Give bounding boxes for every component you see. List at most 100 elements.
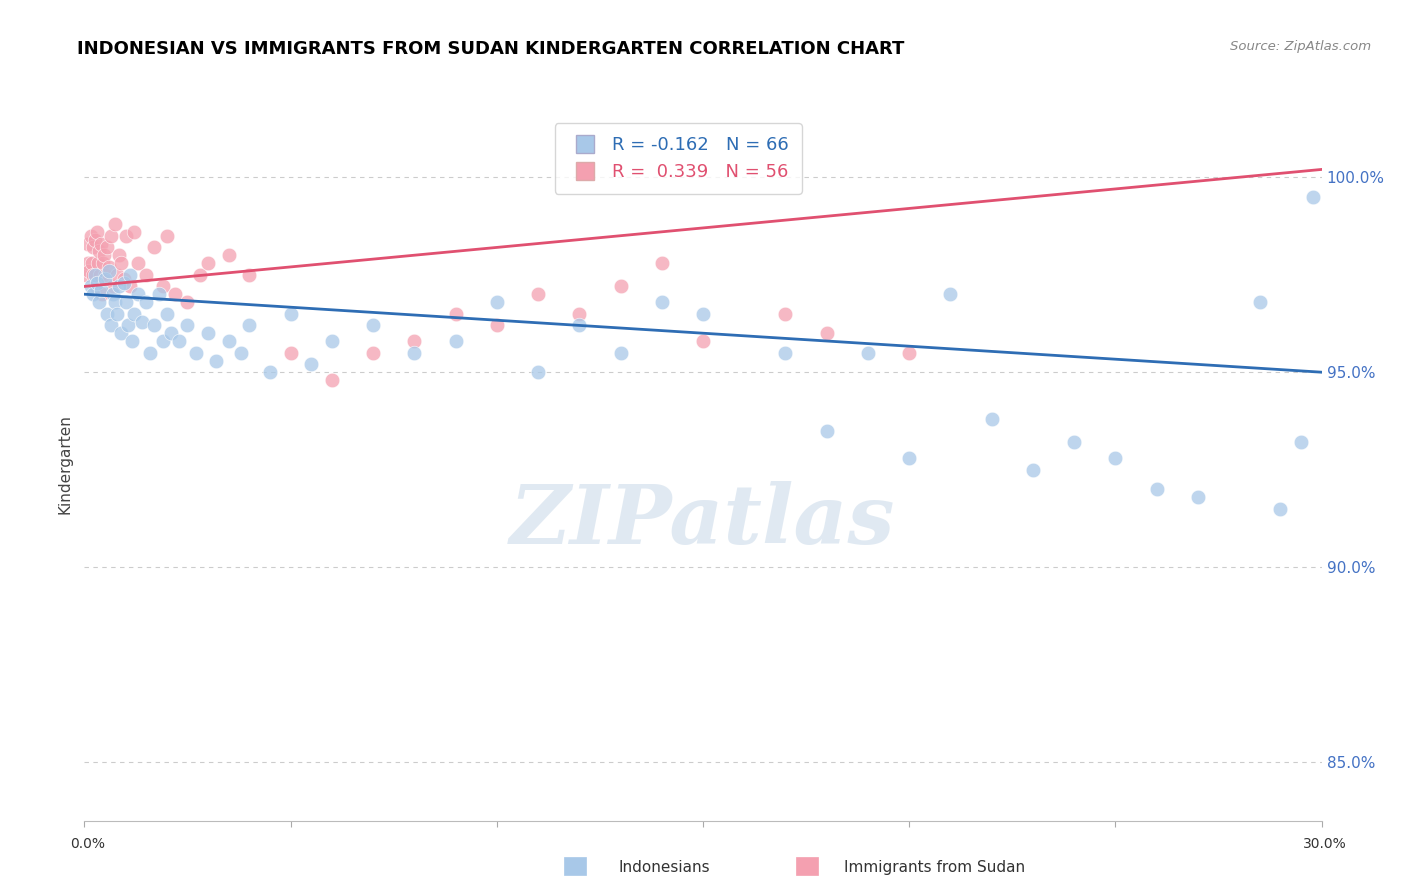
- Point: [205, 353, 228, 368]
- Point: [90, 236, 112, 251]
- Point: [156, 307, 179, 321]
- Point: [91, 287, 114, 301]
- Point: [103, 287, 125, 301]
- Point: [1249, 295, 1271, 310]
- Point: [76, 256, 98, 270]
- Point: [118, 268, 141, 282]
- Point: [148, 287, 170, 301]
- Point: [94, 268, 117, 282]
- Point: [84, 279, 107, 293]
- Point: [86, 256, 108, 270]
- Point: [280, 307, 302, 321]
- Point: [1146, 482, 1168, 496]
- Point: [1063, 435, 1085, 450]
- Point: [165, 287, 187, 301]
- Point: [98, 260, 121, 274]
- Text: Indonesians: Indonesians: [619, 860, 710, 874]
- Point: [104, 295, 127, 310]
- Legend: R = -0.162   N = 66, R =  0.339   N = 56: R = -0.162 N = 66, R = 0.339 N = 56: [555, 123, 801, 194]
- Point: [527, 287, 550, 301]
- Point: [176, 318, 198, 333]
- Point: [80, 256, 103, 270]
- Point: [898, 450, 921, 465]
- Point: [75, 268, 97, 282]
- Point: [167, 334, 190, 348]
- Point: [404, 345, 426, 359]
- Point: [91, 256, 114, 270]
- Point: [184, 345, 207, 359]
- Point: [568, 307, 591, 321]
- Point: [86, 225, 108, 239]
- Point: [83, 233, 105, 247]
- Point: [218, 248, 240, 262]
- Point: [815, 326, 838, 341]
- Point: [609, 345, 631, 359]
- Point: [79, 264, 101, 278]
- Point: [118, 279, 141, 293]
- Point: [105, 307, 128, 321]
- Point: [444, 334, 467, 348]
- Text: Immigrants from Sudan: Immigrants from Sudan: [844, 860, 1025, 874]
- Point: [82, 268, 104, 282]
- Text: ZIPatlas: ZIPatlas: [510, 481, 896, 561]
- Point: [100, 318, 122, 333]
- Point: [939, 287, 962, 301]
- Point: [104, 217, 127, 231]
- Point: [856, 345, 879, 359]
- Point: [485, 295, 508, 310]
- Point: [1022, 463, 1045, 477]
- Point: [238, 318, 260, 333]
- Point: [139, 345, 162, 359]
- Point: [86, 276, 108, 290]
- Point: [98, 264, 121, 278]
- Point: [321, 373, 343, 387]
- Point: [259, 365, 281, 379]
- Point: [82, 240, 104, 254]
- Point: [82, 287, 104, 301]
- Point: [114, 228, 136, 243]
- Point: [568, 318, 591, 333]
- Text: 0.0%: 0.0%: [70, 837, 104, 851]
- Point: [444, 307, 467, 321]
- Point: [114, 295, 136, 310]
- Point: [89, 268, 111, 282]
- Point: [218, 334, 240, 348]
- Point: [87, 295, 110, 310]
- Point: [1187, 490, 1209, 504]
- Point: [96, 307, 118, 321]
- Text: INDONESIAN VS IMMIGRANTS FROM SUDAN KINDERGARTEN CORRELATION CHART: INDONESIAN VS IMMIGRANTS FROM SUDAN KIND…: [77, 40, 904, 58]
- Point: [188, 268, 211, 282]
- Point: [143, 318, 166, 333]
- Point: [112, 271, 135, 285]
- Point: [108, 279, 131, 293]
- Point: [156, 228, 179, 243]
- Point: [143, 240, 166, 254]
- Point: [1289, 435, 1312, 450]
- Point: [485, 318, 508, 333]
- Text: Source: ZipAtlas.com: Source: ZipAtlas.com: [1230, 40, 1371, 54]
- Point: [775, 345, 797, 359]
- Point: [229, 345, 252, 359]
- Point: [299, 358, 322, 372]
- Point: [898, 345, 921, 359]
- Point: [122, 307, 145, 321]
- Point: [83, 268, 105, 282]
- Point: [361, 345, 384, 359]
- Point: [135, 295, 157, 310]
- Point: [980, 412, 1002, 426]
- Point: [103, 279, 125, 293]
- Point: [90, 283, 112, 297]
- Y-axis label: Kindergarten: Kindergarten: [58, 414, 73, 514]
- Point: [609, 279, 631, 293]
- Point: [110, 326, 132, 341]
- Point: [105, 268, 128, 282]
- Point: [160, 326, 183, 341]
- Point: [361, 318, 384, 333]
- Point: [108, 248, 131, 262]
- Point: [152, 334, 174, 348]
- Point: [127, 287, 149, 301]
- Point: [692, 307, 714, 321]
- Point: [93, 248, 115, 262]
- Point: [527, 365, 550, 379]
- Point: [94, 271, 117, 285]
